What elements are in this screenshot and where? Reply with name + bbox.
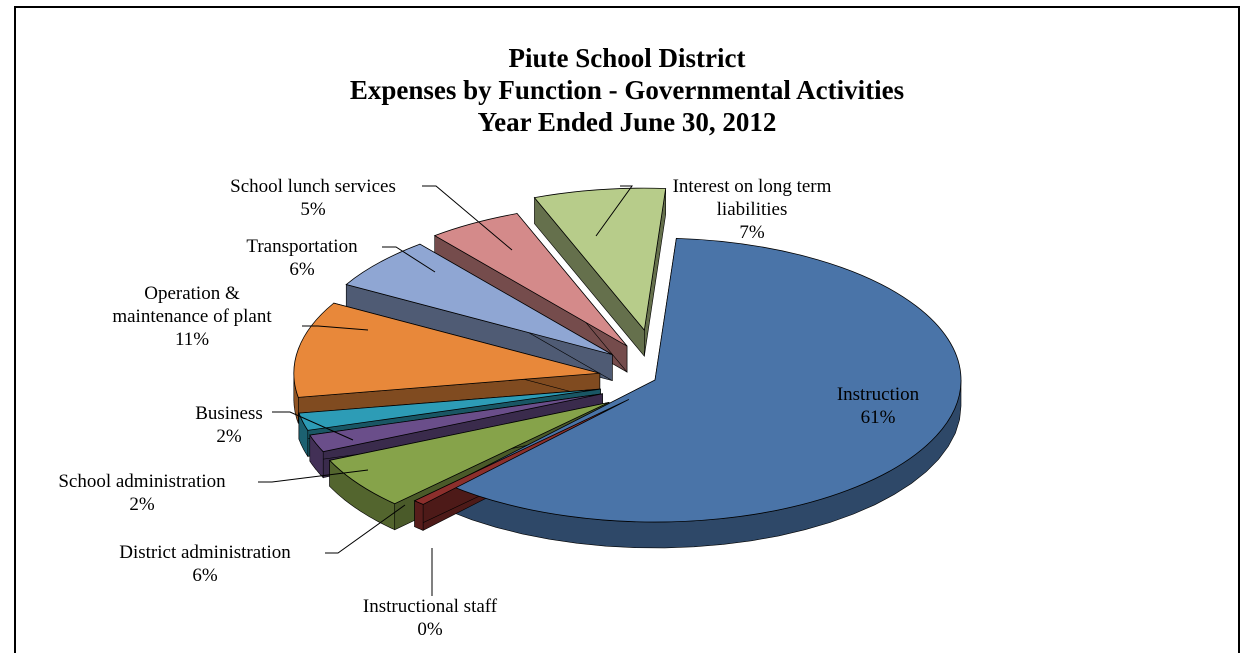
slice-instruction	[448, 237, 962, 523]
slice-interest	[533, 187, 667, 332]
chart-title-line-2: Expenses by Function - Governmental Acti…	[349, 75, 905, 105]
label-interest: Interest on long term liabilities 7%	[673, 176, 832, 243]
label-operation-maintenance-line-1: Operation &	[144, 283, 240, 304]
label-interest-line-1: Interest on long term	[673, 176, 832, 197]
label-school-lunch-line-1: School lunch services	[230, 176, 396, 197]
label-transportation-line-2: 6%	[289, 259, 315, 280]
label-instructional-staff: Instructional staff 0%	[363, 596, 498, 640]
label-transportation: Transportation 6%	[246, 236, 358, 280]
label-business-line-1: Business	[195, 403, 263, 424]
label-instruction-line-2: 61%	[861, 407, 896, 428]
leader-line-operation-maintenance	[302, 325, 369, 331]
label-school-lunch-line-2: 5%	[300, 199, 326, 220]
leader-line-district-administration	[325, 504, 406, 554]
slice-district-administration	[328, 401, 610, 505]
leader-line-business	[272, 411, 354, 441]
label-business-line-2: 2%	[216, 426, 242, 447]
label-school-administration-line-1: School administration	[58, 471, 226, 492]
slice-business	[298, 388, 601, 431]
chart-title-line-1: Piute School District	[508, 43, 746, 73]
chart-title-line-3: Year Ended June 30, 2012	[477, 107, 777, 137]
slice-instructional-staff-rim-0	[414, 500, 424, 531]
label-interest-line-3: 7%	[739, 222, 765, 243]
label-district-administration-line-1: District administration	[119, 542, 291, 563]
label-instruction: Instruction 61%	[837, 384, 920, 428]
label-instructional-staff-line-2: 0%	[417, 619, 443, 640]
slice-transportation	[345, 243, 613, 356]
label-transportation-line-1: Transportation	[246, 236, 358, 257]
leader-line-school-lunch	[422, 185, 513, 251]
label-operation-maintenance-line-2: maintenance of plant	[112, 306, 272, 327]
label-school-administration: School administration 2%	[58, 471, 226, 515]
label-district-administration-line-2: 6%	[192, 565, 218, 586]
slice-school-administration	[309, 393, 603, 453]
label-business: Business 2%	[195, 403, 263, 447]
label-district-administration: District administration 6%	[119, 542, 291, 586]
label-school-administration-line-2: 2%	[129, 494, 155, 515]
leader-line-transportation	[382, 246, 436, 273]
label-operation-maintenance: Operation & maintenance of plant 11%	[112, 283, 272, 350]
chart-title: Piute School District Expenses by Functi…	[16, 42, 1238, 138]
slice-instructional-staff	[413, 398, 630, 505]
label-interest-line-2: liabilities	[717, 199, 788, 220]
label-school-lunch: School lunch services 5%	[230, 176, 396, 220]
leader-line-school-administration	[258, 469, 369, 483]
slice-school-lunch	[433, 213, 628, 347]
slice-operation-maintenance	[293, 302, 600, 398]
label-instructional-staff-line-1: Instructional staff	[363, 596, 498, 617]
label-operation-maintenance-line-3: 11%	[175, 329, 209, 350]
label-instruction-line-1: Instruction	[837, 384, 920, 405]
leader-line-interest	[595, 185, 633, 237]
